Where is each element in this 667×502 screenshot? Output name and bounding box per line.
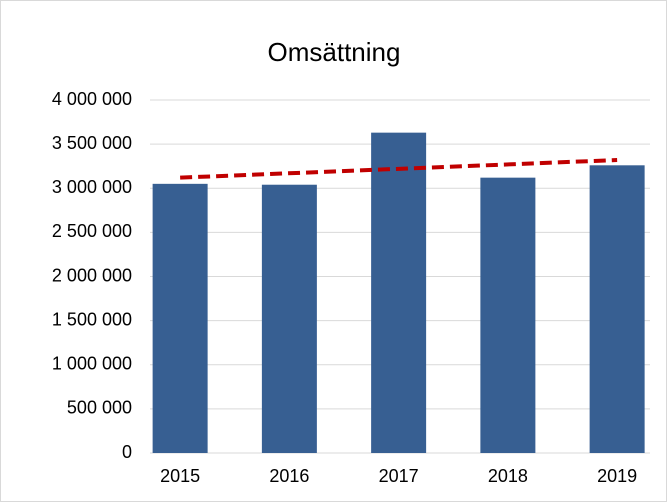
bar bbox=[261, 184, 317, 453]
y-tick-label: 500 000 bbox=[67, 398, 132, 418]
y-tick-label: 2 000 000 bbox=[52, 265, 132, 285]
bar bbox=[371, 132, 427, 453]
x-tick-label: 2017 bbox=[379, 466, 419, 486]
x-tick-label: 2019 bbox=[597, 466, 637, 486]
trendline bbox=[180, 158, 618, 180]
y-tick-label: 4 000 000 bbox=[52, 89, 132, 109]
y-tick-label: 1 500 000 bbox=[52, 309, 132, 329]
y-tick-label: 0 bbox=[122, 442, 132, 462]
chart-title: Omsättning bbox=[268, 37, 401, 67]
x-tick-label: 2015 bbox=[160, 466, 200, 486]
x-tick-label: 2016 bbox=[269, 466, 309, 486]
x-tick-label: 2018 bbox=[488, 466, 528, 486]
y-tick-label: 3 500 000 bbox=[52, 133, 132, 153]
y-tick-label: 3 000 000 bbox=[52, 177, 132, 197]
y-tick-label: 1 000 000 bbox=[52, 354, 132, 374]
bar bbox=[480, 177, 536, 453]
bar bbox=[152, 183, 208, 453]
bar bbox=[589, 165, 645, 453]
y-tick-label: 2 500 000 bbox=[52, 221, 132, 241]
